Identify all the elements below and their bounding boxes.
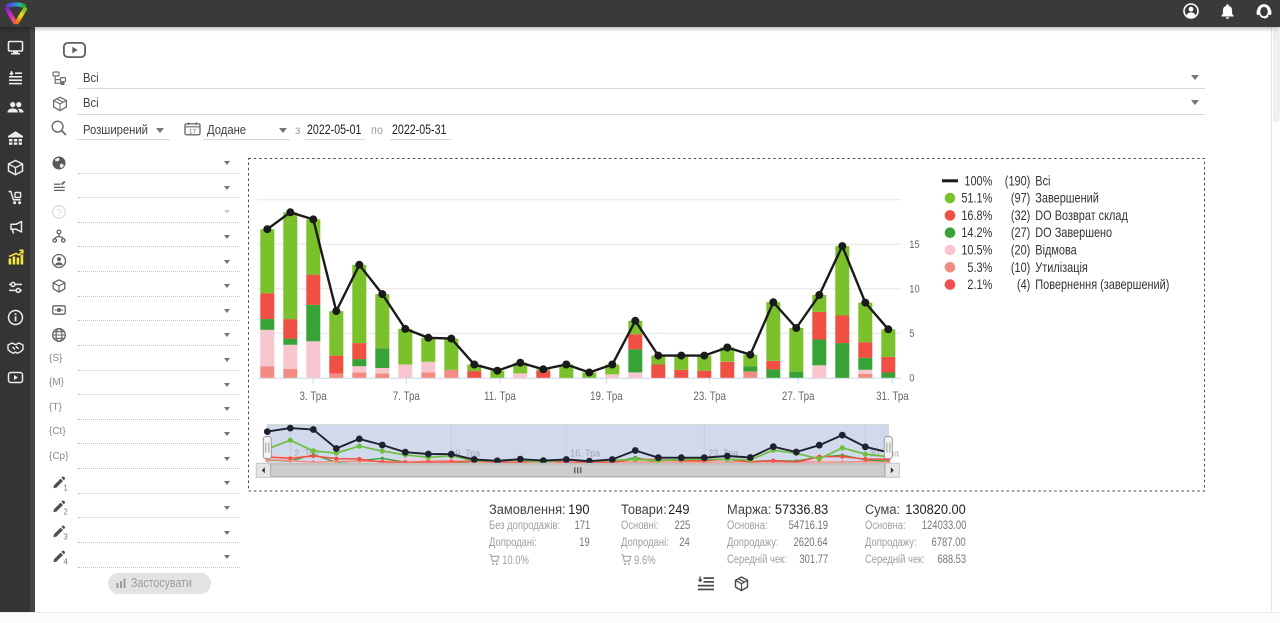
svg-text:2.1%: 2.1% xyxy=(967,277,992,292)
svg-text:23. Тра: 23. Тра xyxy=(693,390,726,403)
svg-text:0: 0 xyxy=(909,373,914,385)
svg-text:Утилізація: Утилізація xyxy=(1035,260,1088,275)
svg-text:3: 3 xyxy=(63,533,68,541)
svg-text:5.3%: 5.3% xyxy=(967,260,992,275)
svg-text:9. Тра: 9. Тра xyxy=(455,448,480,460)
svg-text:15: 15 xyxy=(909,239,920,251)
svg-text:5: 5 xyxy=(909,328,914,340)
svg-text:(32): (32) xyxy=(1011,208,1030,223)
svg-text:2: 2 xyxy=(63,508,68,516)
svg-text:Завершений: Завершений xyxy=(1035,191,1099,206)
svg-text:4: 4 xyxy=(63,557,68,565)
svg-text:10.5%: 10.5% xyxy=(961,242,992,257)
svg-text:14.2%: 14.2% xyxy=(961,225,992,240)
svg-text:Всі: Всі xyxy=(1035,173,1050,188)
svg-text:3. Тра: 3. Тра xyxy=(300,390,327,403)
svg-text:DO Возврат склад: DO Возврат склад xyxy=(1035,208,1128,223)
svg-text:(97): (97) xyxy=(1011,191,1030,206)
svg-text:100%: 100% xyxy=(964,173,992,188)
svg-text:(10): (10) xyxy=(1011,260,1030,275)
svg-text:(4): (4) xyxy=(1017,277,1030,292)
svg-text:11. Тра: 11. Тра xyxy=(484,390,516,403)
svg-text:Повернення (завершений): Повернення (завершений) xyxy=(1035,277,1169,292)
svg-text:16. Тра: 16. Тра xyxy=(570,448,600,460)
svg-text:51.1%: 51.1% xyxy=(961,191,992,206)
svg-text:7. Тра: 7. Тра xyxy=(393,390,420,403)
svg-text:27. Тра: 27. Тра xyxy=(782,390,815,403)
svg-text:(27): (27) xyxy=(1011,225,1030,240)
svg-text:1: 1 xyxy=(63,483,68,491)
svg-text:19. Тра: 19. Тра xyxy=(590,390,623,403)
svg-text:(190): (190) xyxy=(1005,173,1030,188)
svg-text:2. Тра: 2. Тра xyxy=(294,448,319,460)
svg-text:Відмова: Відмова xyxy=(1035,242,1077,257)
svg-text:DO Завершено: DO Завершено xyxy=(1035,225,1112,240)
svg-text:10: 10 xyxy=(909,284,920,296)
svg-text:17: 17 xyxy=(189,128,197,135)
svg-text:31. Тра: 31. Тра xyxy=(876,390,909,403)
svg-text:?: ? xyxy=(56,207,61,218)
svg-text:(20): (20) xyxy=(1011,242,1030,257)
svg-text:23. Тра: 23. Тра xyxy=(708,448,738,460)
svg-text:16.8%: 16.8% xyxy=(961,208,992,223)
